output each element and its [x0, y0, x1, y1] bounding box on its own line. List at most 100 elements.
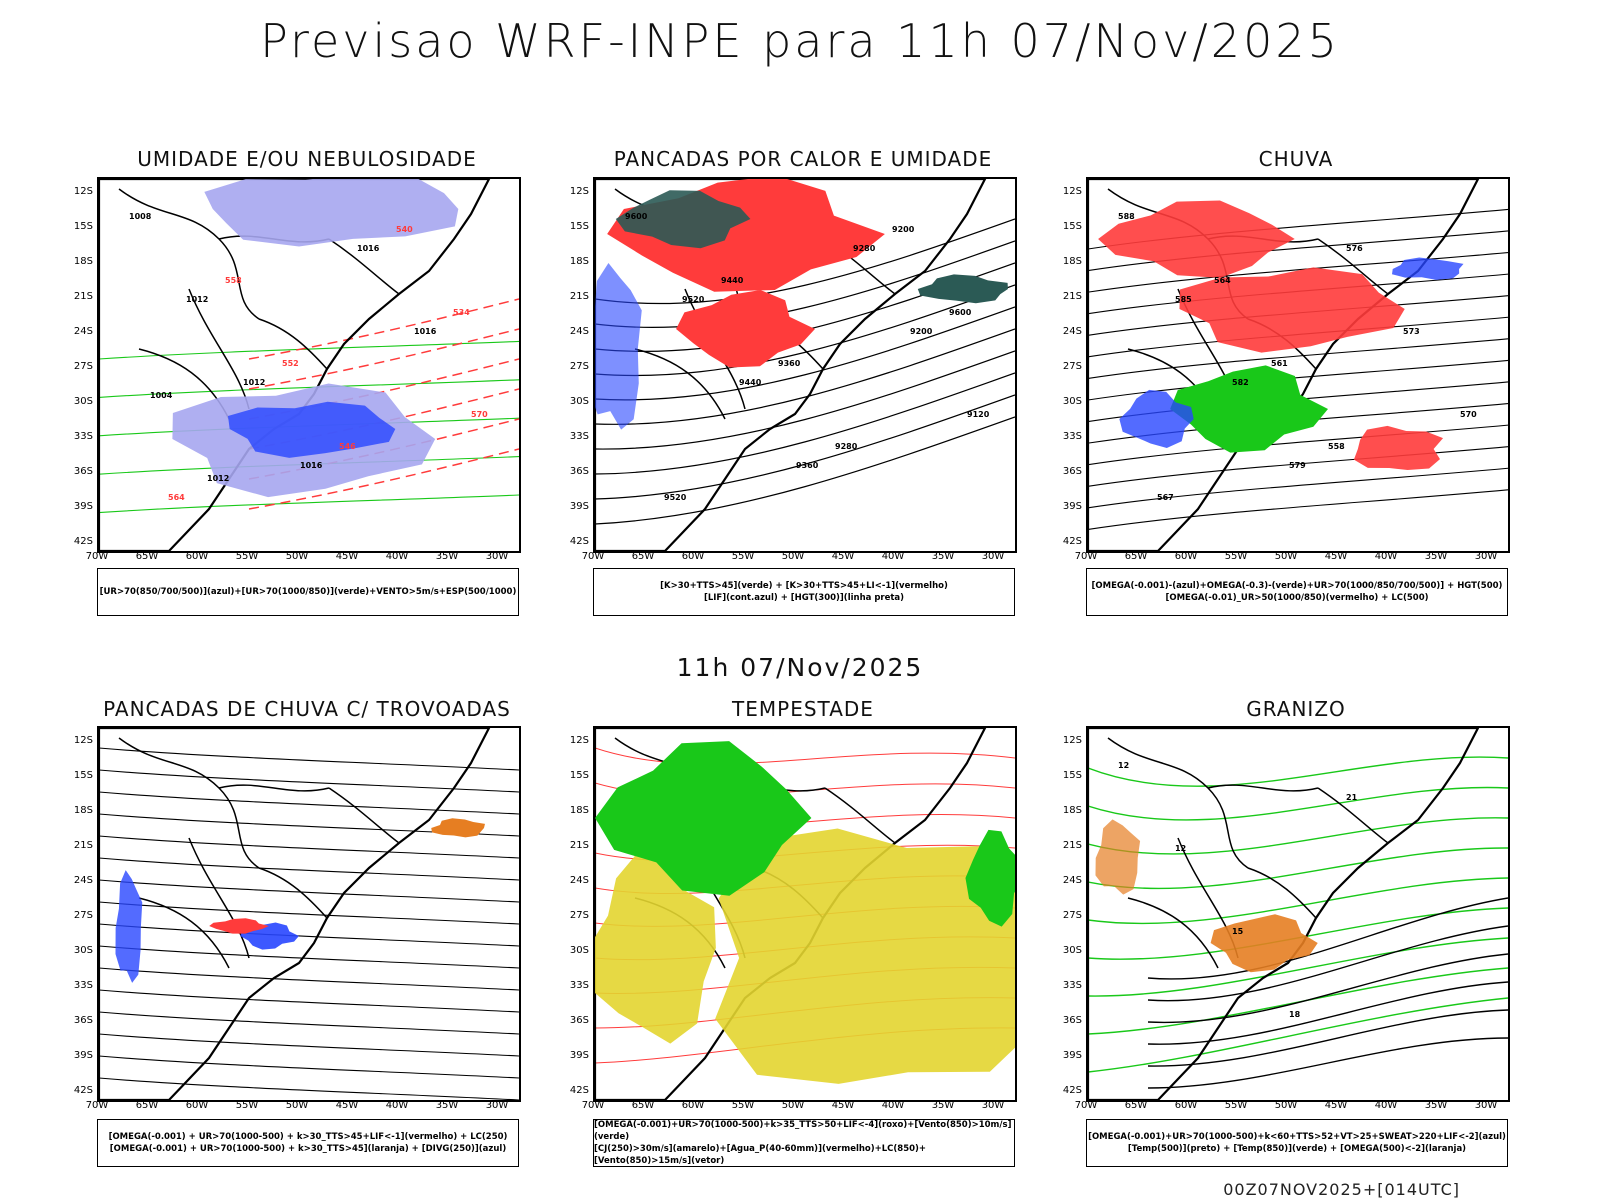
temp500-contour: [1147, 981, 1508, 1045]
country-borders: [1107, 737, 1389, 969]
map-panel: 9600 9520 9440 9360 9280 9200 9120 9520 9440 9360…: [593, 177, 1017, 553]
latitude-label: 12S: [1062, 186, 1082, 197]
convective-area-red: [676, 290, 815, 368]
contour-label: 9440: [739, 378, 762, 387]
legend-line: [OMEGA(-0.001)+UR>70(1000-500)+k>35_TTS>…: [594, 1120, 1012, 1142]
panel-title: CHUVA: [1258, 147, 1334, 171]
longitude-label: 35W: [435, 1100, 459, 1111]
legend-line: [OMEGA(-0.001)-(azul)+OMEGA(-0.3)-(verde…: [1091, 581, 1503, 591]
longitude-label: 65W: [631, 1100, 655, 1111]
longitude-label: 50W: [781, 551, 805, 562]
longitude-label: 40W: [881, 1100, 905, 1111]
contour-label: 540: [396, 225, 413, 234]
map-panel: [593, 726, 1017, 1102]
longitude-label: 55W: [1224, 551, 1248, 562]
latitude-label: 21S: [1062, 291, 1082, 302]
contour-label: 564: [1214, 276, 1231, 285]
coastline: [99, 728, 491, 1100]
latitude-label: 12S: [569, 735, 589, 746]
hgt300-contour: [595, 372, 1015, 475]
hgt300-contour: [595, 394, 1015, 500]
coastline: [1088, 728, 1480, 1100]
latitude-label: 42S: [1062, 536, 1082, 547]
temp850-contour: [1088, 997, 1508, 1073]
longitude-label: 65W: [631, 551, 655, 562]
contour-label: 552: [282, 359, 299, 368]
contour-label: 9280: [853, 244, 876, 253]
longitude-label: 30W: [485, 551, 509, 562]
map-panel: 588 585 582 579 576 573 570 567 564 561 558: [1086, 177, 1510, 553]
longitude-label: 70W: [85, 551, 109, 562]
longitude-label: 55W: [1224, 1100, 1248, 1111]
longitude-label: 50W: [285, 1100, 309, 1111]
contour-label: 570: [1460, 410, 1477, 419]
lif-contour-blue: [595, 262, 642, 430]
streamline-850: [595, 747, 1015, 765]
contour-label: 21: [1346, 793, 1358, 802]
contour-label: 9520: [682, 295, 705, 304]
coastline: [595, 179, 987, 551]
panel-title: UMIDADE E/OU NEBULOSIDADE: [137, 147, 477, 171]
contour-label: 1012: [186, 295, 208, 304]
streamline: [99, 1011, 519, 1035]
latitude-label: 12S: [569, 186, 589, 197]
latitude-label: 15S: [569, 221, 589, 232]
country-borders: [118, 188, 400, 420]
panel-legend: [OMEGA(-0.001)-(azul)+OMEGA(-0.3)-(verde…: [1086, 568, 1508, 616]
legend-line: [CJ(250)>30m/s](amarelo)+[Agua_P(40-60mm…: [594, 1144, 927, 1166]
legend-line: [OMEGA(-0.01)_UR>50(1000/850)(vermelho) …: [1165, 593, 1429, 603]
longitude-label: 70W: [1074, 1100, 1098, 1111]
longitude-label: 35W: [435, 551, 459, 562]
hgt300-contour: [595, 240, 1015, 328]
omega-area-orange: [1210, 914, 1318, 973]
latitude-label: 24S: [1062, 875, 1082, 886]
longitude-label: 45W: [1324, 551, 1348, 562]
longitude-label: 30W: [485, 1100, 509, 1111]
hgt300-contour: [595, 218, 1015, 305]
temp850-contour: [1088, 756, 1508, 787]
streamline: [1088, 251, 1508, 293]
longitude-label: 60W: [681, 551, 705, 562]
contour-label: 561: [1271, 359, 1288, 368]
coastline: [99, 179, 491, 551]
hgt300-contour: [595, 284, 1015, 377]
country-borders: [118, 737, 400, 969]
longitude-label: 70W: [581, 551, 605, 562]
latitude-label: 24S: [569, 875, 589, 886]
map-panel: [97, 726, 521, 1102]
latitude-label: 12S: [73, 735, 93, 746]
longitude-label: 60W: [185, 1100, 209, 1111]
contour-label: 534: [453, 308, 470, 317]
streamline: [99, 923, 519, 947]
contour-label: 579: [1289, 461, 1306, 470]
latitude-label: 30S: [73, 945, 93, 956]
contour-label: 12: [1118, 761, 1129, 770]
longitude-label: 45W: [1324, 1100, 1348, 1111]
hgt300-contour: [595, 416, 1015, 525]
contour-label: 576: [1346, 244, 1363, 253]
streamline: [99, 1055, 519, 1079]
streamline: [99, 747, 519, 771]
latitude-label: 33S: [569, 431, 589, 442]
longitude-label: 35W: [1424, 1100, 1448, 1111]
streamline: [99, 791, 519, 815]
latitude-label: 30S: [1062, 396, 1082, 407]
temp500-contour: [1147, 953, 1508, 1024]
panel-title: TEMPESTADE: [732, 697, 874, 721]
contour-label: 9600: [949, 308, 972, 317]
streamline: [1088, 338, 1508, 379]
temp850-contour: [1088, 847, 1508, 890]
streamline: [99, 379, 519, 398]
streamline: [99, 494, 519, 514]
latitude-label: 42S: [569, 536, 589, 547]
streamline: [99, 340, 519, 360]
streamline: [1088, 424, 1508, 466]
latitude-label: 36S: [569, 466, 589, 477]
panel-title: PANCADAS POR CALOR E UMIDADE: [613, 147, 993, 171]
temp850-contour: [1088, 817, 1508, 855]
contour-label: 585: [1175, 295, 1192, 304]
latitude-label: 12S: [1062, 735, 1082, 746]
latitude-label: 21S: [73, 291, 93, 302]
contour-label: 1016: [414, 327, 437, 336]
thickness-contour: [248, 298, 519, 360]
